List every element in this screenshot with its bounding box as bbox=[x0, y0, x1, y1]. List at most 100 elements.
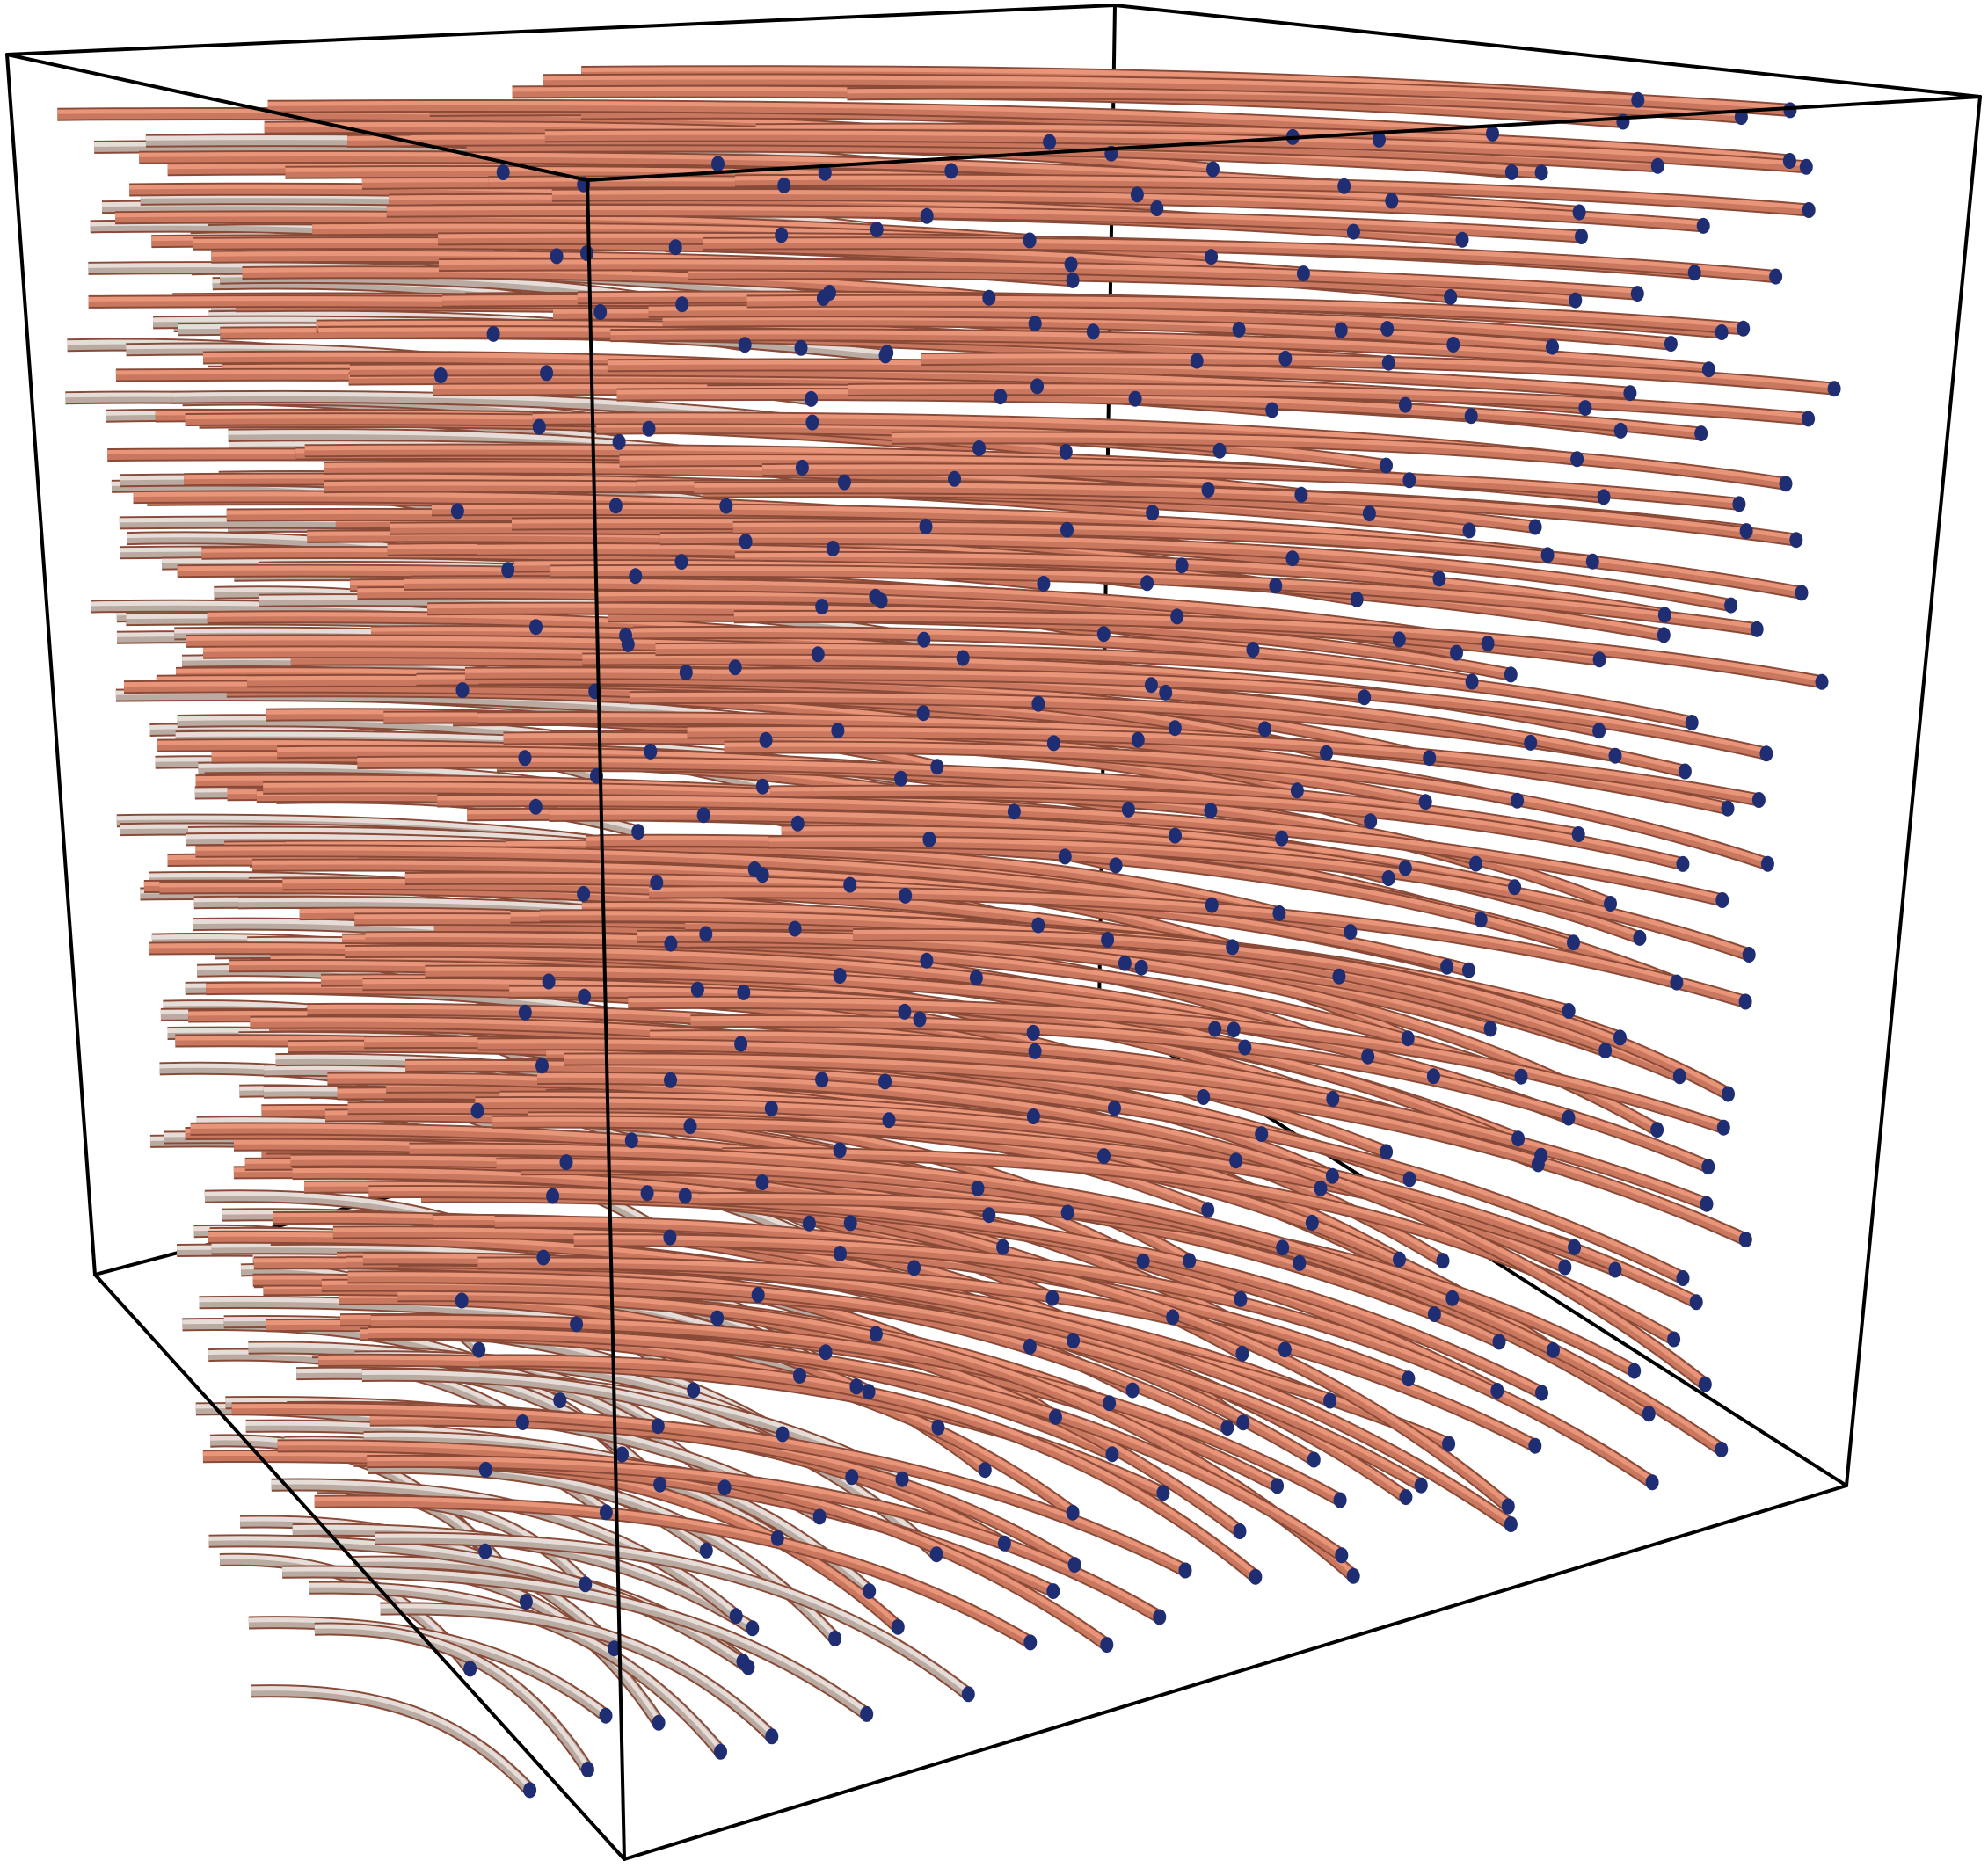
seed-point-glyph bbox=[653, 1476, 667, 1493]
streamline-tubes bbox=[57, 65, 1835, 1795]
tube-shading-layer bbox=[768, 837, 1751, 955]
seed-point-glyph bbox=[472, 1341, 486, 1358]
seed-point-glyph bbox=[1715, 892, 1729, 908]
tube-shading-layer bbox=[267, 101, 1493, 134]
seed-point-glyph bbox=[1562, 1109, 1576, 1126]
tube-shading-layer bbox=[477, 1039, 1708, 1209]
seed-point-glyph bbox=[1392, 631, 1406, 648]
seed-point-glyph bbox=[1815, 673, 1829, 690]
seed-point-glyph bbox=[1608, 747, 1622, 764]
seed-point-glyph bbox=[433, 367, 448, 383]
tube-shading-layer bbox=[564, 1054, 1748, 1245]
seed-point-glyph bbox=[1234, 1290, 1248, 1307]
seed-point-glyph bbox=[1734, 109, 1748, 126]
seed-point-glyph bbox=[788, 920, 802, 937]
seed-point-glyph bbox=[1166, 1309, 1180, 1326]
seed-point-glyph bbox=[579, 1576, 593, 1593]
tube-shading-layer bbox=[494, 1217, 1510, 1506]
seed-point-glyph bbox=[1108, 1100, 1121, 1116]
seed-point-glyph bbox=[668, 239, 682, 256]
tube-shading-layer bbox=[711, 669, 1767, 753]
seed-point-glyph bbox=[1501, 1498, 1515, 1515]
seed-point-glyph bbox=[1381, 354, 1395, 371]
seed-point-glyph bbox=[916, 705, 930, 722]
seed-point-glyph bbox=[1676, 1270, 1690, 1286]
seed-point-glyph bbox=[1169, 827, 1182, 844]
seed-point-glyph bbox=[1678, 763, 1692, 780]
seed-point-glyph bbox=[1046, 1583, 1060, 1600]
seed-point-glyph bbox=[1676, 855, 1690, 872]
seed-point-glyph bbox=[553, 1392, 567, 1409]
seed-point-glyph bbox=[717, 1479, 732, 1496]
tube-shading-layer bbox=[762, 464, 1740, 504]
streamline-tube bbox=[550, 563, 1759, 636]
seed-point-glyph bbox=[971, 1181, 985, 1196]
streamline-tube bbox=[267, 99, 1493, 141]
seed-point-glyph bbox=[1461, 962, 1475, 978]
seed-point-glyph bbox=[1613, 1029, 1627, 1046]
seed-point-glyph bbox=[1109, 857, 1123, 874]
seed-point-glyph bbox=[710, 1310, 725, 1326]
streamline-tube bbox=[853, 927, 1732, 1101]
tube-shading-layer bbox=[724, 742, 1770, 869]
seed-point-glyph bbox=[1597, 489, 1611, 505]
seed-point-glyph bbox=[1227, 1021, 1241, 1038]
seed-point-glyph bbox=[651, 1418, 665, 1435]
seed-point-glyph bbox=[1344, 924, 1358, 941]
seed-point-glyph bbox=[1272, 905, 1286, 921]
seed-point-glyph bbox=[1320, 745, 1333, 761]
seed-point-glyph bbox=[1442, 1436, 1456, 1452]
seed-point-glyph bbox=[1229, 1152, 1243, 1169]
seed-point-glyph bbox=[1592, 723, 1606, 739]
seed-point-glyph bbox=[1423, 750, 1437, 767]
tube-shading-layer bbox=[405, 1060, 1686, 1283]
tube-shading-layer bbox=[479, 1356, 1257, 1576]
streamline-tube bbox=[314, 1494, 1034, 1648]
streamline-tube bbox=[891, 431, 1788, 491]
seed-point-glyph bbox=[1007, 803, 1021, 820]
streamline-tube bbox=[746, 294, 1744, 336]
seed-point-glyph bbox=[1175, 557, 1189, 574]
seed-point-glyph bbox=[1197, 1089, 1211, 1105]
seed-point-glyph bbox=[518, 750, 532, 767]
tube-shading-layer bbox=[848, 384, 1810, 424]
streamline-tube bbox=[494, 1215, 1513, 1512]
tube-shading-layer bbox=[437, 796, 1723, 900]
seed-point-glyph bbox=[1293, 1254, 1307, 1271]
tube-shading-layer bbox=[357, 757, 1580, 840]
seed-point-glyph bbox=[1630, 286, 1644, 302]
seed-point-glyph bbox=[1314, 1180, 1328, 1196]
seed-point-glyph bbox=[737, 984, 751, 1000]
seed-point-glyph bbox=[826, 541, 840, 556]
seed-point-glyph bbox=[1642, 1406, 1656, 1422]
tube-shading-layer bbox=[368, 1327, 1344, 1559]
seed-point-glyph bbox=[1802, 411, 1816, 427]
tube-shading-layer bbox=[607, 360, 1631, 398]
streamline-tube bbox=[537, 1071, 1709, 1390]
seed-point-glyph bbox=[1346, 1567, 1360, 1584]
tube-shading-layer bbox=[477, 1258, 1536, 1445]
seed-point-glyph bbox=[1569, 292, 1583, 309]
streamline-tube bbox=[733, 609, 1824, 689]
box-edge-top-left bbox=[5, 53, 589, 182]
tube-shading-layer bbox=[724, 742, 1769, 864]
streamline-tube bbox=[479, 1354, 1260, 1582]
seed-point-glyph bbox=[1204, 803, 1218, 819]
seed-point-glyph bbox=[1715, 324, 1729, 340]
streamline-tube bbox=[248, 1616, 610, 1721]
seed-point-glyph bbox=[1737, 320, 1751, 337]
tube-shading-layer bbox=[655, 643, 1693, 723]
seed-point-glyph bbox=[1097, 1148, 1111, 1165]
streamline-tube bbox=[694, 481, 1797, 547]
seed-point-glyph bbox=[1465, 673, 1479, 690]
tube-shading-layer bbox=[231, 1403, 1188, 1575]
streamline-tube bbox=[409, 1142, 1726, 1456]
seed-point-glyph bbox=[664, 935, 678, 952]
seed-point-glyph bbox=[874, 592, 888, 609]
tube-shading-layer bbox=[242, 267, 990, 298]
seed-point-glyph bbox=[862, 1384, 876, 1400]
seed-point-glyph bbox=[519, 1594, 533, 1610]
seed-point-glyph bbox=[815, 599, 829, 615]
seed-point-glyph bbox=[1398, 396, 1412, 413]
streamline-tube bbox=[732, 520, 1803, 600]
